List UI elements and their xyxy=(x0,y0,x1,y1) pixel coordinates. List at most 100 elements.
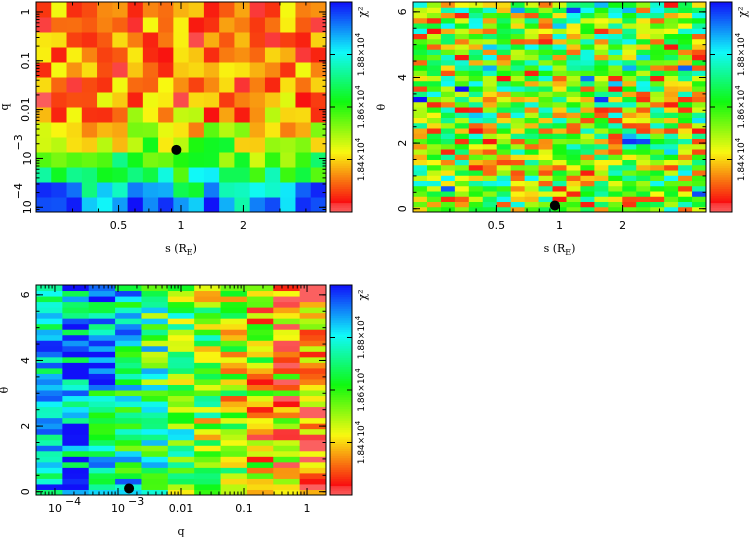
heatmap-cell xyxy=(510,107,526,113)
colorbar-swatch xyxy=(330,11,352,15)
heatmap-cell xyxy=(650,101,665,108)
colorbar-swatch xyxy=(330,292,352,295)
heatmap-cell xyxy=(310,137,327,153)
heatmap-cell xyxy=(440,175,456,181)
heatmap-cell xyxy=(482,206,498,213)
heatmap-cell xyxy=(264,62,281,78)
colorbar-swatch xyxy=(330,30,352,33)
colorbar-swatch xyxy=(330,209,352,213)
heatmap-cell xyxy=(142,47,159,63)
colorbar-swatch xyxy=(330,450,352,454)
heatmap-cell xyxy=(594,28,609,34)
heatmap-cell xyxy=(426,70,442,76)
colorbar-tick-label: 1.88×104 xyxy=(354,315,367,359)
heatmap-cell xyxy=(299,367,327,374)
heatmap-cell xyxy=(608,86,623,92)
x-tick-label: 1 xyxy=(556,219,563,232)
heatmap-cell xyxy=(219,17,235,33)
colorbar-swatch xyxy=(710,209,732,213)
y-tick-label: 2 xyxy=(19,423,32,430)
colorbar-swatch xyxy=(330,436,352,440)
heatmap-cell xyxy=(246,329,274,336)
heatmap-cell xyxy=(594,49,609,55)
heatmap-cell xyxy=(97,122,113,138)
colorbar-swatch xyxy=(330,357,352,361)
heatmap-cell xyxy=(249,152,266,168)
heatmap-cell xyxy=(158,47,174,63)
heatmap-cell xyxy=(62,417,90,424)
heatmap-cell xyxy=(566,159,581,166)
heatmap-cell xyxy=(454,149,470,155)
heatmap-cell xyxy=(566,86,581,92)
y-tick-label: 0.01 xyxy=(19,97,32,122)
heatmap-cell xyxy=(552,185,567,192)
heatmap-cell xyxy=(273,373,301,380)
heatmap-cell xyxy=(141,290,169,297)
heatmap-cell xyxy=(440,28,456,34)
colorbar-swatch xyxy=(330,69,352,73)
heatmap-cell xyxy=(594,33,609,40)
heatmap-cell xyxy=(608,154,623,160)
heatmap-cell xyxy=(194,307,222,314)
best-fit-point xyxy=(171,144,182,155)
colorbar-swatch xyxy=(330,439,352,442)
heatmap-cell xyxy=(36,334,63,341)
colorbar-swatch xyxy=(710,116,732,120)
heatmap-cell xyxy=(115,445,142,452)
heatmap-cell xyxy=(219,92,235,108)
heatmap-cell xyxy=(482,28,498,34)
heatmap-cell xyxy=(678,149,693,155)
colorbar-swatch xyxy=(330,16,352,19)
heatmap-cell xyxy=(310,182,327,198)
heatmap-cell xyxy=(81,77,98,93)
heatmap-cell xyxy=(664,7,679,13)
heatmap-cell xyxy=(510,12,526,19)
heatmap-cell xyxy=(127,17,144,33)
heatmap-cell xyxy=(280,47,296,63)
heatmap-cell xyxy=(664,17,679,24)
y-tick-label: 6 xyxy=(396,8,409,15)
heatmap-cell xyxy=(36,428,63,435)
heatmap-cell xyxy=(203,2,220,18)
heatmap-cell xyxy=(310,47,327,63)
heatmap-cell xyxy=(88,351,116,358)
heatmap-cell xyxy=(299,489,327,496)
heatmap-cell xyxy=(650,143,665,150)
colorbar-swatch xyxy=(710,193,732,197)
heatmap-cell xyxy=(524,2,540,8)
heatmap-cell xyxy=(280,32,296,48)
heatmap-cell xyxy=(468,196,484,202)
heatmap-cell xyxy=(482,65,498,71)
colorbar-swatch xyxy=(330,338,352,342)
heatmap-cell xyxy=(636,101,651,108)
heatmap-cell xyxy=(299,423,327,430)
colorbar-swatch xyxy=(330,490,352,494)
heatmap-cell xyxy=(538,75,554,82)
heatmap-cell xyxy=(454,191,470,197)
heatmap-cell xyxy=(650,191,665,197)
heatmap-cell xyxy=(141,356,169,363)
heatmap-cell xyxy=(220,373,248,380)
heatmap-cell xyxy=(51,2,68,18)
heatmap-cell xyxy=(510,80,526,87)
colorbar-swatch xyxy=(710,111,732,115)
heatmap-cell xyxy=(468,159,484,166)
heatmap-cell xyxy=(482,180,498,187)
heatmap-cell xyxy=(594,2,609,8)
heatmap-cell xyxy=(594,38,609,45)
heatmap-cell xyxy=(220,351,248,358)
colorbar-swatch xyxy=(330,303,352,307)
colorbar-swatch xyxy=(330,310,352,314)
heatmap-cell xyxy=(650,7,665,13)
colorbar-swatch xyxy=(710,25,732,29)
colorbar-swatch xyxy=(710,32,732,36)
heatmap-cell xyxy=(636,196,651,202)
colorbar-swatch xyxy=(330,492,352,496)
heatmap-cell xyxy=(280,137,296,153)
heatmap-cell xyxy=(246,450,274,457)
heatmap-cell xyxy=(678,38,693,45)
heatmap-cell xyxy=(36,489,63,496)
colorbar-swatch xyxy=(710,172,732,176)
heatmap-cell xyxy=(88,378,116,385)
heatmap-cell xyxy=(413,122,428,129)
